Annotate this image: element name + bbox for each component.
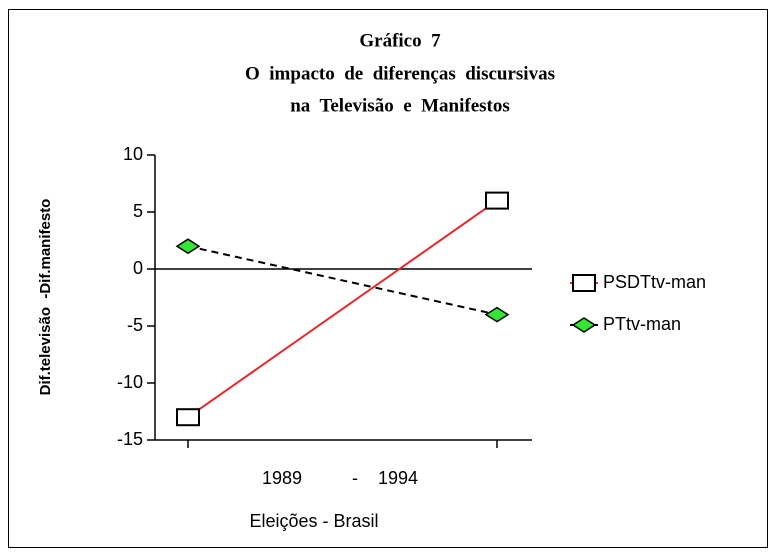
y-tick-label: -15 — [117, 429, 143, 449]
point — [175, 238, 201, 255]
y-tick-label: 0 — [133, 258, 143, 278]
legend-label: PSDTtv-man — [603, 272, 706, 292]
y-tick-label: 5 — [133, 201, 143, 221]
y-tick-label: -10 — [117, 372, 143, 392]
x-axis-text: 1989 - 1994 — [262, 468, 418, 488]
legend-label: PTtv-man — [603, 314, 681, 334]
chart-title: Gráfico 7 — [359, 30, 441, 51]
legend-marker — [571, 317, 597, 333]
chart-title: na Televisão e Manifestos — [290, 95, 510, 116]
series-line — [187, 245, 498, 316]
frame — [8, 9, 768, 548]
chart-title: O impacto de diferenças discursivas — [245, 63, 555, 84]
x-axis-label: Eleições - Brasil — [249, 511, 378, 531]
y-tick-label: -5 — [127, 315, 143, 335]
point — [484, 306, 510, 323]
point — [176, 408, 200, 427]
series-line — [187, 199, 498, 419]
y-axis-label: Dif.televisão -Dif.manifesto — [37, 199, 54, 396]
legend-marker — [572, 274, 596, 292]
point — [485, 191, 509, 210]
y-tick-label: 10 — [123, 144, 143, 164]
